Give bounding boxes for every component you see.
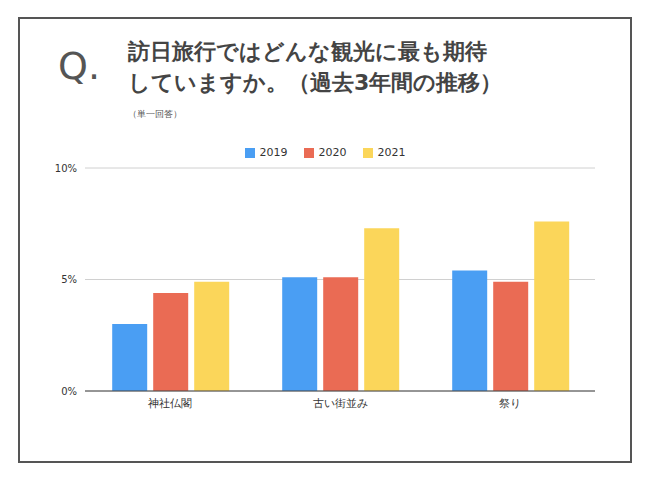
html-text:2019: 2019 <box>259 146 288 159</box>
html-text:2020: 2020 <box>318 146 347 159</box>
svg-text:祭り: 祭り <box>499 397 521 410</box>
html-text:2021: 2021 <box>377 146 406 159</box>
svg-text:0%: 0% <box>61 386 77 397</box>
html-text:していますか。（過去3年間の推移）: していますか。（過去3年間の推移） <box>128 70 503 95</box>
svg-text:5%: 5% <box>61 274 77 285</box>
html-text:訪日旅行ではどんな観光に最も期待: 訪日旅行ではどんな観光に最も期待 <box>128 39 487 64</box>
svg-text:10%: 10% <box>55 163 77 174</box>
svg-text:古い街並み: 古い街並み <box>313 397 368 410</box>
svg-text:神社仏閣: 神社仏閣 <box>148 397 192 410</box>
html-text:Q.: Q. <box>58 44 100 88</box>
html-text:（単一回答）: （単一回答） <box>128 109 182 119</box>
